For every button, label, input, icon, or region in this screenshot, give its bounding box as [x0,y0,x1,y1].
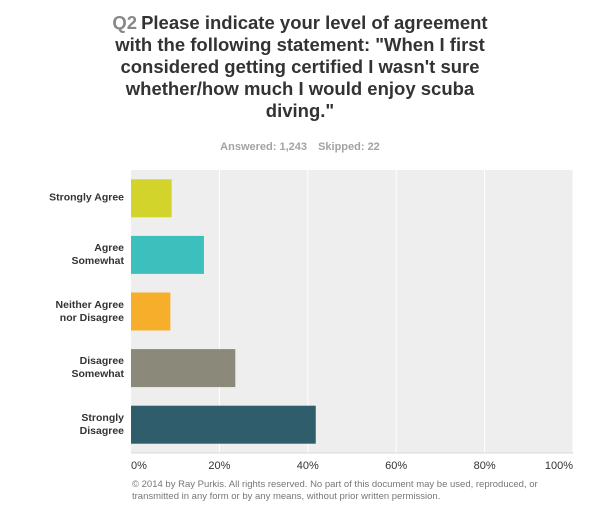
bar [131,179,172,218]
category-label: Strongly Disagree [79,411,124,437]
skipped-count: Skipped: 22 [318,141,380,153]
response-stats: Answered: 1,243 Skipped: 22 [0,141,600,153]
question-text: Please indicate your level of agreement … [115,12,488,121]
category-label: Neither Agree nor Disagree [55,298,124,324]
x-tick-label: 20% [208,460,231,472]
bar [131,349,236,388]
question-number: Q2 [112,12,138,33]
question-title: Q2 Please indicate your level of agreemen… [100,12,500,122]
category-label: Strongly Agree [49,191,124,204]
x-tick-label: 40% [296,460,319,472]
bar [131,405,316,444]
bar [131,235,204,274]
bars [131,179,316,444]
category-label: Disagree Somewhat [71,355,124,381]
answered-count: Answered: 1,243 [220,141,307,153]
copyright-notice: © 2014 by Ray Purkis. All rights reserve… [132,479,538,502]
category-label: Agree Somewhat [71,241,124,267]
x-tick-label: 80% [473,460,496,472]
x-tick-label: 100% [544,460,573,472]
x-tick-label: 60% [385,460,408,472]
bar [131,292,171,331]
x-tick-label: 0% [131,460,147,472]
